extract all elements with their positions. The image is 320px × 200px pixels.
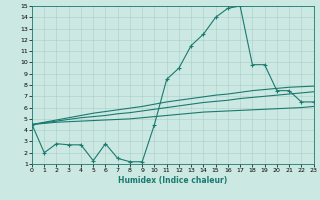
X-axis label: Humidex (Indice chaleur): Humidex (Indice chaleur) [118, 176, 228, 185]
